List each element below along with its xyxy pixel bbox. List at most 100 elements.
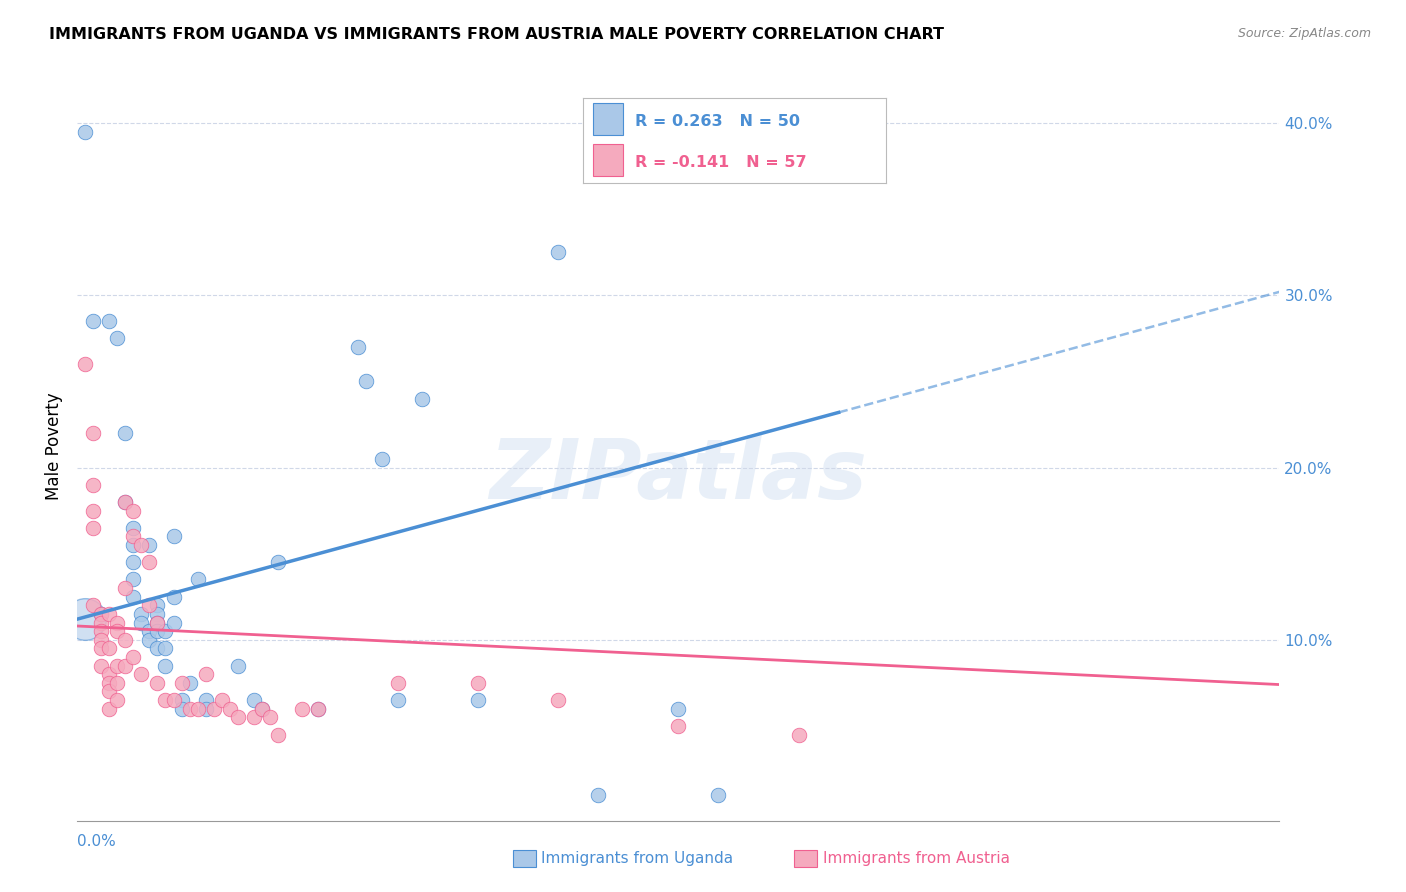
- Point: [90, 624, 112, 639]
- Point: [307, 701, 329, 715]
- Point: [155, 693, 177, 707]
- Point: [114, 581, 136, 595]
- Point: [131, 667, 153, 681]
- Point: [194, 667, 217, 681]
- Point: [787, 727, 810, 741]
- Point: [82, 314, 104, 328]
- Point: [131, 615, 153, 630]
- Point: [107, 615, 129, 630]
- Point: [170, 693, 193, 707]
- Point: [98, 701, 121, 715]
- Point: [226, 710, 249, 724]
- Point: [82, 599, 104, 613]
- Point: [82, 426, 104, 441]
- Point: [131, 538, 153, 552]
- Text: 0.0%: 0.0%: [77, 834, 117, 849]
- Point: [467, 676, 489, 690]
- Point: [90, 607, 112, 621]
- Point: [179, 701, 201, 715]
- Point: [90, 615, 112, 630]
- Point: [347, 340, 370, 354]
- Point: [291, 701, 314, 715]
- Point: [146, 641, 169, 656]
- Point: [668, 701, 690, 715]
- Point: [211, 693, 233, 707]
- Point: [146, 676, 169, 690]
- Point: [467, 693, 489, 707]
- Text: R = -0.141   N = 57: R = -0.141 N = 57: [636, 155, 807, 170]
- Point: [75, 612, 97, 626]
- Point: [122, 555, 145, 569]
- Text: ZIPatlas: ZIPatlas: [489, 435, 868, 516]
- Point: [354, 375, 377, 389]
- Point: [138, 599, 160, 613]
- Point: [114, 495, 136, 509]
- Point: [155, 658, 177, 673]
- Point: [202, 701, 225, 715]
- Point: [122, 573, 145, 587]
- Y-axis label: Male Poverty: Male Poverty: [45, 392, 63, 500]
- Point: [387, 693, 409, 707]
- Point: [250, 701, 273, 715]
- Point: [155, 641, 177, 656]
- Point: [90, 607, 112, 621]
- Point: [186, 573, 209, 587]
- Point: [707, 788, 730, 802]
- Point: [138, 555, 160, 569]
- Point: [114, 658, 136, 673]
- Point: [218, 701, 240, 715]
- Point: [82, 477, 104, 491]
- Point: [242, 710, 264, 724]
- Point: [179, 676, 201, 690]
- Point: [547, 693, 569, 707]
- Point: [122, 650, 145, 665]
- Point: [146, 624, 169, 639]
- Text: Immigrants from Uganda: Immigrants from Uganda: [541, 851, 734, 865]
- Point: [90, 658, 112, 673]
- Bar: [592, 144, 623, 176]
- Point: [98, 676, 121, 690]
- Point: [162, 693, 184, 707]
- Point: [138, 632, 160, 647]
- Point: [162, 615, 184, 630]
- Point: [146, 615, 169, 630]
- Point: [226, 658, 249, 673]
- Point: [194, 701, 217, 715]
- Point: [122, 590, 145, 604]
- Point: [107, 676, 129, 690]
- Point: [162, 590, 184, 604]
- Point: [122, 503, 145, 517]
- Point: [114, 632, 136, 647]
- Point: [138, 624, 160, 639]
- Point: [131, 607, 153, 621]
- Point: [547, 245, 569, 260]
- Point: [242, 693, 264, 707]
- Text: Source: ZipAtlas.com: Source: ZipAtlas.com: [1237, 27, 1371, 40]
- Point: [75, 357, 97, 371]
- Point: [170, 676, 193, 690]
- Point: [411, 392, 433, 406]
- Point: [75, 125, 97, 139]
- Text: IMMIGRANTS FROM UGANDA VS IMMIGRANTS FROM AUSTRIA MALE POVERTY CORRELATION CHART: IMMIGRANTS FROM UGANDA VS IMMIGRANTS FRO…: [49, 27, 945, 42]
- Point: [122, 538, 145, 552]
- Point: [114, 426, 136, 441]
- Point: [307, 701, 329, 715]
- Bar: [592, 103, 623, 136]
- Point: [98, 684, 121, 698]
- Point: [90, 641, 112, 656]
- Text: R = 0.263   N = 50: R = 0.263 N = 50: [636, 114, 800, 129]
- Point: [588, 788, 610, 802]
- Point: [267, 727, 290, 741]
- Point: [122, 529, 145, 543]
- Point: [387, 676, 409, 690]
- Point: [146, 607, 169, 621]
- Text: Immigrants from Austria: Immigrants from Austria: [823, 851, 1010, 865]
- Point: [138, 538, 160, 552]
- Point: [194, 693, 217, 707]
- Point: [250, 701, 273, 715]
- Point: [371, 451, 394, 466]
- Point: [98, 641, 121, 656]
- Point: [107, 693, 129, 707]
- Point: [82, 521, 104, 535]
- Point: [98, 667, 121, 681]
